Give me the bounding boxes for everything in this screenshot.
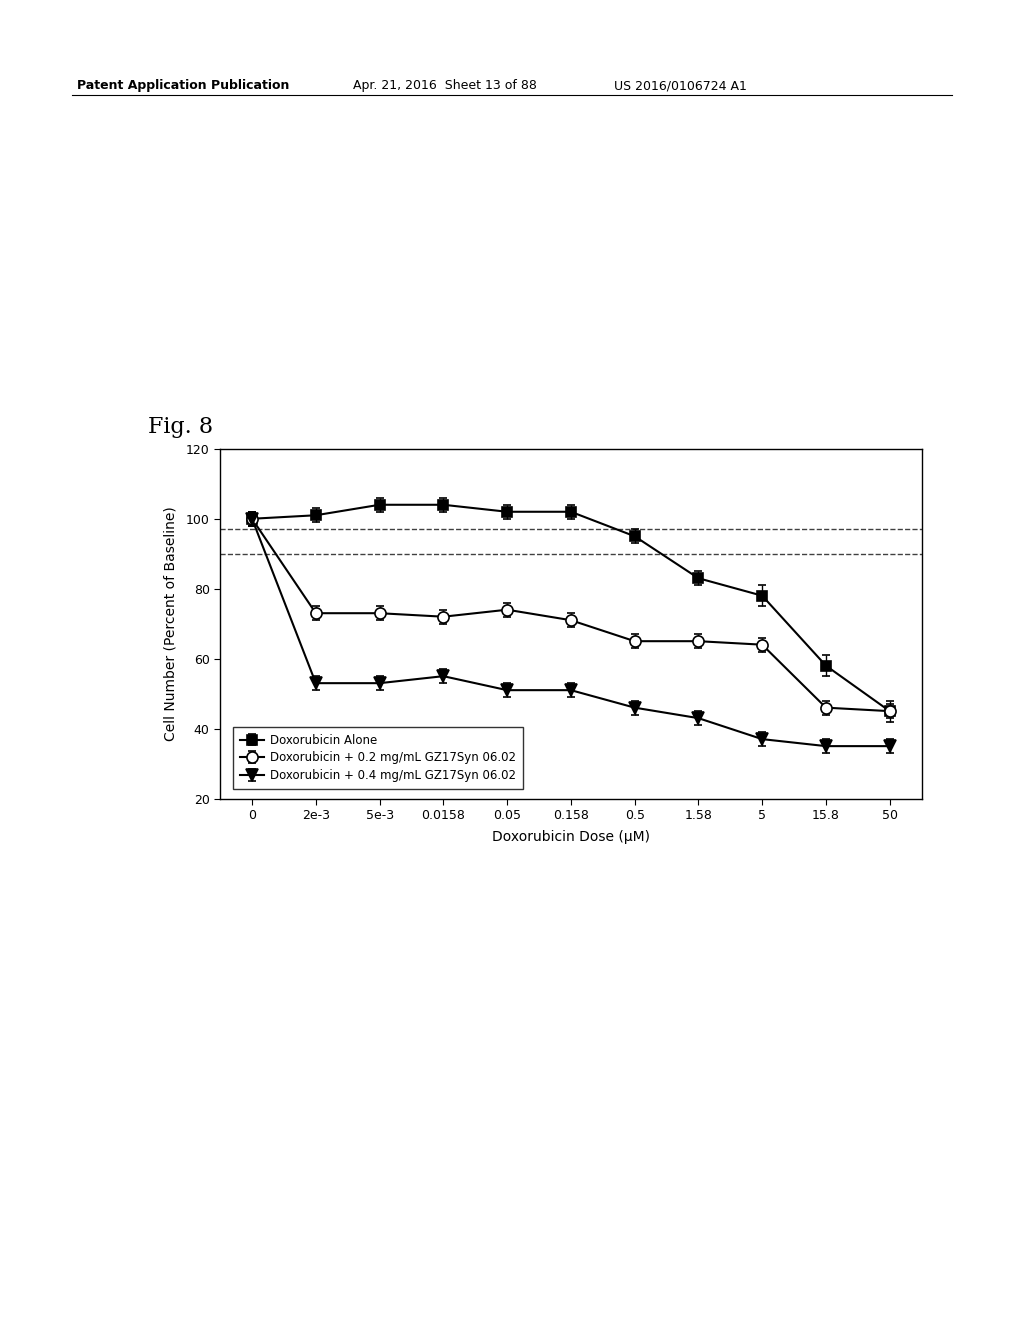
Text: Patent Application Publication: Patent Application Publication <box>77 79 289 92</box>
Legend: Doxorubicin Alone, Doxorubicin + 0.2 mg/mL GZ17Syn 06.02, Doxorubicin + 0.4 mg/m: Doxorubicin Alone, Doxorubicin + 0.2 mg/… <box>233 726 523 789</box>
X-axis label: Doxorubicin Dose (μM): Doxorubicin Dose (μM) <box>492 830 650 845</box>
Text: Fig. 8: Fig. 8 <box>148 416 214 438</box>
Text: Apr. 21, 2016  Sheet 13 of 88: Apr. 21, 2016 Sheet 13 of 88 <box>353 79 538 92</box>
Text: US 2016/0106724 A1: US 2016/0106724 A1 <box>614 79 748 92</box>
Y-axis label: Cell Number (Percent of Baseline): Cell Number (Percent of Baseline) <box>164 507 177 741</box>
